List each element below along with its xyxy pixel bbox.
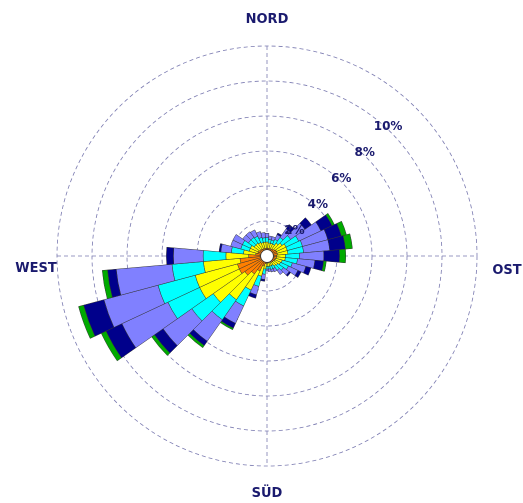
wind-sector-350-band-3 [260, 232, 266, 239]
chart-labels: NORD OST SÜD WEST 2% 4%6%8%10% [15, 12, 521, 501]
ring-label-6: 6% [331, 171, 351, 185]
ring-label-2: 2% [284, 223, 304, 237]
direction-label-north: NORD [246, 12, 289, 27]
calm-circle [260, 249, 274, 263]
ring-label-4: 4% [308, 197, 328, 211]
wind-sector-80-band-5 [342, 233, 353, 250]
wind-sector-270-band-3 [173, 247, 204, 265]
wind-sector-260-band-5 [101, 269, 113, 300]
wind-sector-110-band-4 [303, 266, 312, 276]
calm-center [260, 249, 274, 263]
wind-sector-130-band-4 [285, 271, 292, 277]
wind-sector-180-band-3 [265, 268, 269, 272]
wind-sector-160-band-3 [270, 268, 275, 273]
direction-label-south: SÜD [252, 485, 283, 501]
wind-sector-140-band-3 [276, 268, 284, 275]
wind-sector-320-band-3 [245, 231, 255, 241]
wind-sector-90-band-5 [339, 248, 346, 264]
ring-label-8: 8% [354, 145, 374, 159]
wind-sector-100-band-5 [321, 260, 327, 272]
wind-sector-270-band-4 [166, 246, 175, 266]
direction-label-east: OST [492, 263, 521, 278]
wind-sector-340-band-3 [255, 231, 263, 239]
wind-sectors [78, 212, 353, 362]
wind-sector-90-band-4 [323, 249, 340, 263]
ring-label-10: 10% [374, 119, 403, 133]
wind-sector-170-band-3 [267, 268, 272, 272]
direction-label-west: WEST [15, 261, 57, 276]
wind-sector-330-band-3 [250, 229, 259, 239]
wind-sector-280-band-3 [220, 243, 233, 254]
wind-sector-250-band-5 [78, 304, 96, 339]
wind-sector-0-band-3 [264, 233, 270, 238]
wind-sector-120-band-4 [294, 270, 302, 278]
wind-sector-300-band-3 [232, 234, 246, 245]
wind-sector-280-band-4 [218, 243, 223, 253]
